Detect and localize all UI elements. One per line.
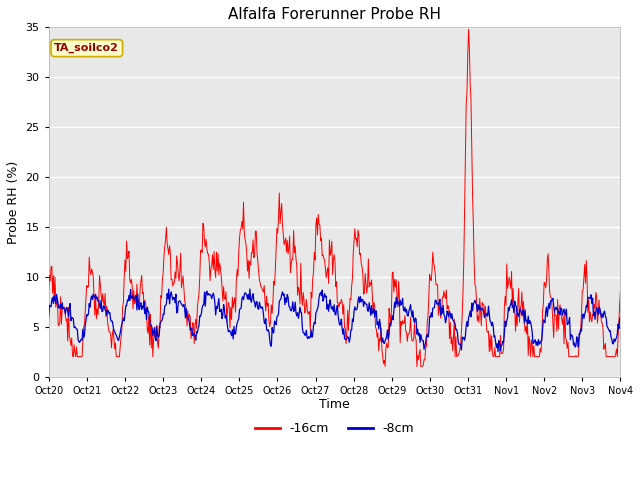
Title: Alfalfa Forerunner Probe RH: Alfalfa Forerunner Probe RH xyxy=(228,7,441,22)
Text: TA_soilco2: TA_soilco2 xyxy=(54,43,119,53)
Y-axis label: Probe RH (%): Probe RH (%) xyxy=(7,160,20,243)
Legend: -16cm, -8cm: -16cm, -8cm xyxy=(250,417,419,440)
X-axis label: Time: Time xyxy=(319,398,350,411)
